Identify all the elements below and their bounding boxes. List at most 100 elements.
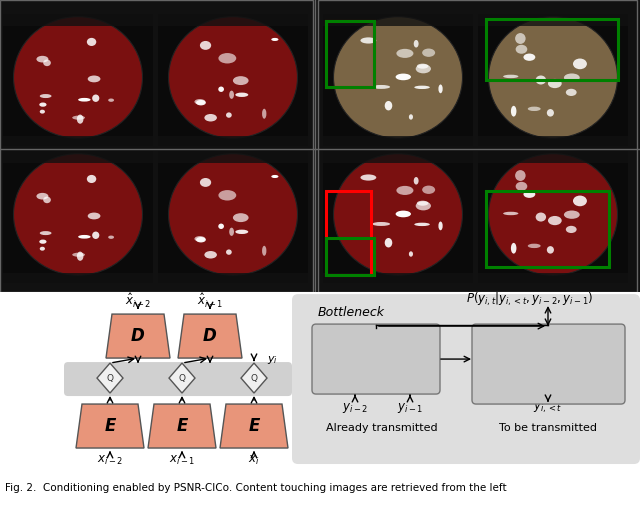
Bar [486, 19, 618, 80]
Ellipse shape [88, 76, 100, 82]
Bar [478, 151, 628, 283]
Ellipse shape [78, 235, 91, 239]
Polygon shape [178, 314, 242, 358]
Ellipse shape [360, 174, 376, 181]
Ellipse shape [78, 98, 91, 102]
Ellipse shape [417, 64, 428, 69]
Ellipse shape [92, 232, 99, 239]
Bar [323, 14, 473, 146]
Ellipse shape [516, 182, 527, 191]
Ellipse shape [422, 185, 435, 194]
Ellipse shape [417, 201, 428, 206]
Ellipse shape [396, 49, 413, 58]
Ellipse shape [195, 236, 205, 241]
Ellipse shape [36, 56, 49, 62]
Ellipse shape [422, 49, 435, 57]
Ellipse shape [515, 33, 525, 44]
Text: $P(y_{i,t}|y_{i,<t}, y_{i-2}, y_{i-1})$: $P(y_{i,t}|y_{i,<t}, y_{i-2}, y_{i-1})$ [467, 291, 594, 308]
Polygon shape [169, 363, 195, 393]
Text: Q: Q [106, 373, 113, 383]
Ellipse shape [416, 64, 431, 73]
Ellipse shape [438, 84, 443, 93]
Polygon shape [148, 404, 216, 448]
Ellipse shape [414, 223, 430, 226]
Text: $y_{i-2}$: $y_{i-2}$ [342, 401, 368, 415]
Ellipse shape [195, 99, 205, 105]
Ellipse shape [396, 74, 411, 80]
Ellipse shape [92, 94, 99, 102]
Ellipse shape [229, 228, 234, 236]
Ellipse shape [43, 197, 51, 203]
Ellipse shape [72, 116, 85, 120]
Ellipse shape [511, 106, 516, 117]
Text: $x_i$: $x_i$ [248, 454, 260, 466]
Bar [323, 136, 473, 146]
Ellipse shape [196, 100, 206, 105]
Text: Bottleneck: Bottleneck [318, 306, 385, 319]
Ellipse shape [13, 154, 143, 275]
Ellipse shape [528, 244, 541, 248]
Bar [158, 151, 308, 283]
Ellipse shape [43, 59, 51, 66]
FancyBboxPatch shape [292, 294, 640, 464]
Text: D: D [131, 327, 145, 345]
Ellipse shape [262, 246, 266, 256]
Ellipse shape [524, 190, 535, 198]
Bar [3, 136, 153, 146]
Text: $x_{i-1}$: $x_{i-1}$ [169, 454, 195, 466]
Ellipse shape [77, 115, 83, 124]
Bar [158, 273, 308, 283]
Bar [3, 14, 153, 26]
Polygon shape [220, 404, 288, 448]
Ellipse shape [218, 224, 224, 229]
Bar [478, 273, 628, 283]
FancyBboxPatch shape [64, 362, 292, 396]
Ellipse shape [218, 53, 236, 64]
Ellipse shape [385, 238, 392, 247]
Bar [3, 14, 153, 146]
Text: To be transmitted: To be transmitted [499, 423, 597, 433]
Ellipse shape [271, 175, 278, 178]
Ellipse shape [547, 109, 554, 117]
Ellipse shape [573, 58, 587, 69]
Bar [158, 136, 308, 146]
Text: $y_{i-1}$: $y_{i-1}$ [397, 401, 423, 415]
Ellipse shape [409, 251, 413, 257]
Ellipse shape [77, 251, 83, 261]
Bar [3, 151, 153, 163]
Bar [323, 273, 473, 283]
Ellipse shape [108, 236, 114, 239]
Ellipse shape [262, 109, 266, 119]
Ellipse shape [413, 40, 419, 48]
Ellipse shape [108, 99, 114, 102]
Text: $y_{i,<t}$: $y_{i,<t}$ [533, 401, 563, 415]
Ellipse shape [566, 226, 577, 233]
Text: $y_{i-2}$: $y_{i-2}$ [125, 347, 150, 359]
Ellipse shape [413, 177, 419, 184]
Text: Already transmitted: Already transmitted [326, 423, 438, 433]
Ellipse shape [236, 92, 248, 97]
Ellipse shape [39, 240, 47, 244]
Ellipse shape [88, 212, 100, 219]
Ellipse shape [204, 114, 217, 121]
Ellipse shape [226, 249, 232, 255]
Text: Fig. 2.  Conditioning enabled by PSNR-ClCo. Content touching images are retrieve: Fig. 2. Conditioning enabled by PSNR-ClC… [5, 483, 507, 493]
Ellipse shape [13, 17, 143, 138]
Text: $\hat{x}_{i-2}$: $\hat{x}_{i-2}$ [125, 292, 151, 310]
Ellipse shape [168, 154, 298, 275]
Ellipse shape [416, 201, 431, 210]
Bar [326, 190, 371, 275]
Ellipse shape [564, 210, 580, 219]
Bar [3, 151, 153, 283]
Ellipse shape [564, 74, 580, 82]
FancyBboxPatch shape [312, 324, 440, 394]
Text: D: D [203, 327, 217, 345]
Ellipse shape [548, 79, 562, 88]
Bar [158, 14, 308, 26]
Bar [0, 0, 313, 292]
Ellipse shape [488, 154, 618, 275]
Text: Q: Q [179, 373, 186, 383]
Ellipse shape [204, 251, 217, 259]
Text: Q: Q [250, 373, 257, 383]
Ellipse shape [488, 17, 618, 138]
